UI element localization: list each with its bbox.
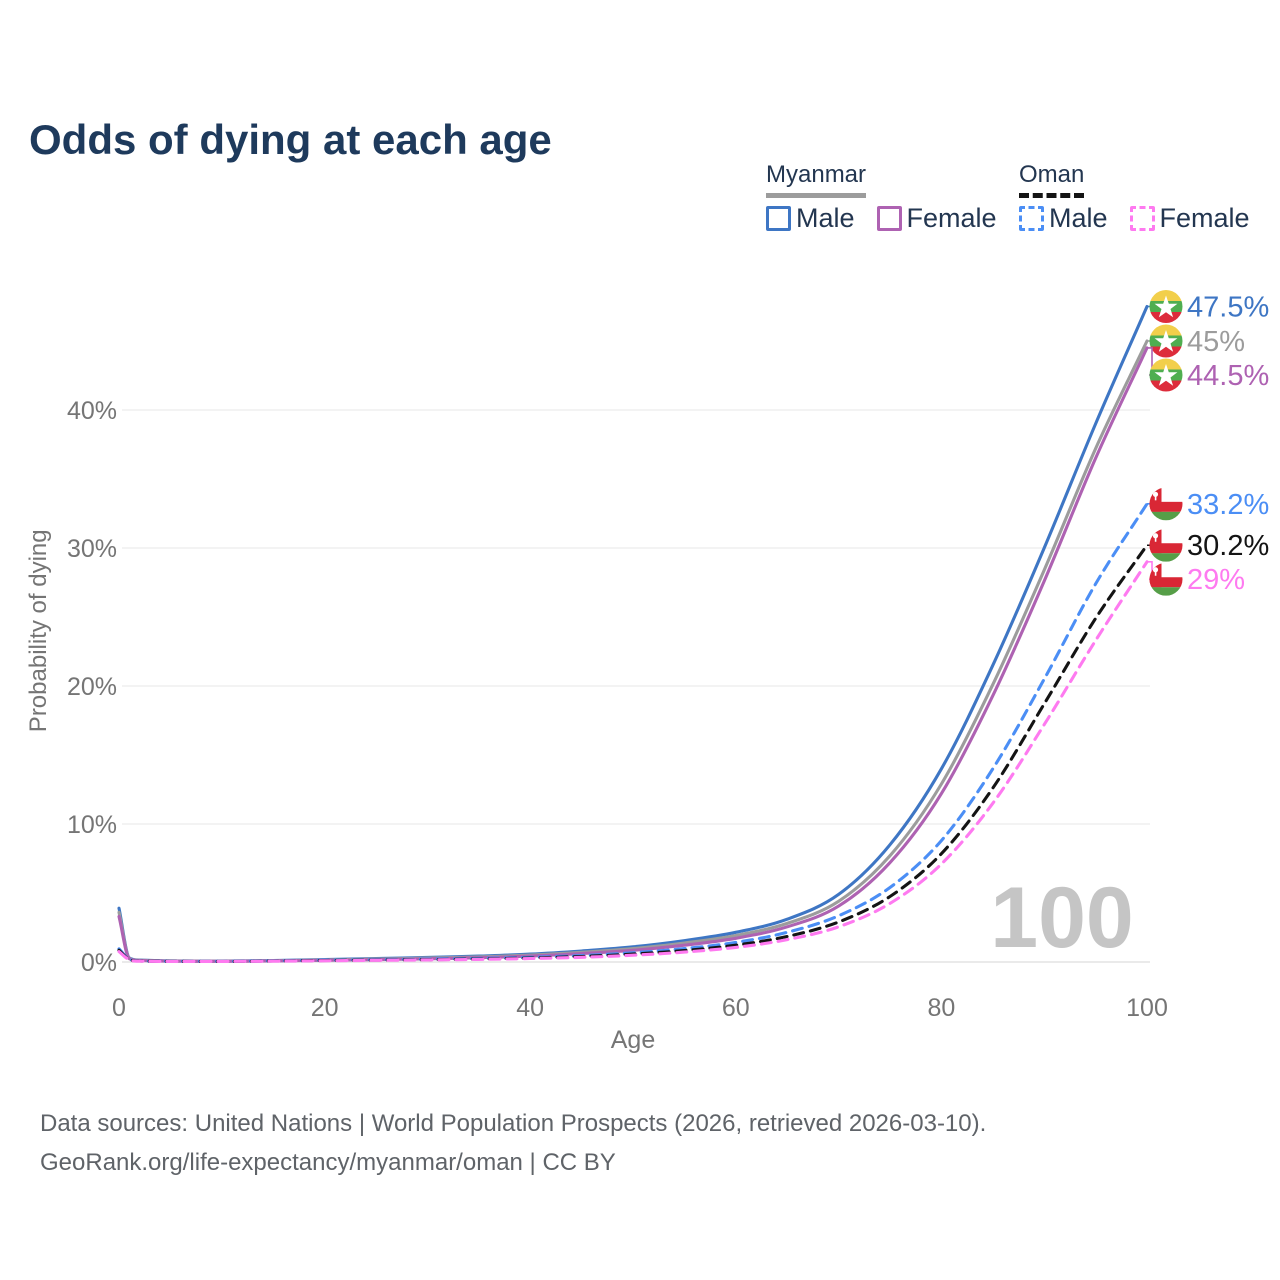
legend-item-label: Male	[796, 203, 855, 233]
series-line-oman-female[interactable]	[117, 560, 1149, 963]
legend-items-myanmar: Male Female	[766, 203, 1019, 234]
y-axis-title: Probability of dying	[25, 529, 52, 732]
end-label-value: 29%	[1187, 564, 1245, 596]
legend-items-oman: Male Female	[1019, 203, 1272, 234]
oman-male-swatch-icon	[1019, 206, 1044, 231]
legend-item-oman-female[interactable]: Female	[1129, 203, 1250, 234]
y-tick-label: 40%	[67, 397, 117, 425]
x-tick-label: 100	[1126, 994, 1168, 1022]
legend-item-label: Male	[1049, 203, 1108, 233]
end-label-oman-male[interactable]: 33.2%	[1149, 487, 1270, 521]
end-label-oman-female[interactable]: 29%	[1149, 562, 1246, 597]
legend-country-oman[interactable]: Oman	[1019, 163, 1085, 198]
legend-item-label: Female	[906, 203, 997, 233]
x-axis-title: Age	[611, 1026, 655, 1054]
x-tick-label: 60	[722, 994, 750, 1022]
x-tick-label: 40	[516, 994, 544, 1022]
oman-flag-icon	[1149, 487, 1183, 521]
myanmar-male-swatch-icon	[766, 206, 791, 231]
myanmar-flag-icon	[1149, 358, 1183, 392]
legend-group-myanmar: Myanmar Male Female	[766, 163, 1019, 234]
end-label-value: 45%	[1187, 326, 1245, 358]
age-watermark: 100	[990, 870, 1134, 966]
myanmar-female-swatch-icon	[876, 206, 902, 231]
series-line-myanmar-male[interactable]	[117, 304, 1149, 963]
y-tick-label: 10%	[67, 811, 117, 839]
end-label-oman[interactable]: 30.2%	[1149, 528, 1270, 563]
oman-flag-icon	[1149, 528, 1183, 562]
series-line-myanmar[interactable]	[117, 339, 1149, 963]
data-sources: Data sources: United Nations | World Pop…	[40, 1104, 986, 1182]
end-label-value: 44.5%	[1187, 360, 1269, 392]
legend-item-myanmar-female[interactable]: Female	[876, 203, 997, 234]
end-label-myanmar-female[interactable]: 44.5%	[1149, 358, 1270, 393]
end-label-value: 47.5%	[1187, 292, 1269, 324]
data-sources-line1: Data sources: United Nations | World Pop…	[40, 1110, 987, 1137]
end-label-value: 30.2%	[1187, 530, 1269, 562]
legend-item-label: Female	[1159, 203, 1250, 233]
legend-country-myanmar[interactable]: Myanmar	[766, 163, 867, 198]
myanmar-flag-icon	[1149, 324, 1183, 358]
x-tick-label: 0	[112, 994, 126, 1022]
y-tick-label: 30%	[67, 535, 117, 563]
page-title: Odds of dying at each age	[29, 116, 552, 164]
data-sources-line2[interactable]: GeoRank.org/life-expectancy/myanmar/oman…	[40, 1149, 616, 1176]
end-label-myanmar[interactable]: 45%	[1149, 324, 1246, 359]
end-label-myanmar-male[interactable]: 47.5%	[1149, 290, 1270, 324]
end-label-value: 33.2%	[1187, 489, 1269, 521]
legend-group-oman: Oman Male Female	[1019, 163, 1272, 234]
y-tick-label: 20%	[67, 673, 117, 701]
oman-female-swatch-icon	[1129, 206, 1155, 231]
x-tick-label: 80	[927, 994, 955, 1022]
oman-flag-icon	[1149, 562, 1183, 596]
y-tick-label: 0%	[81, 949, 117, 977]
x-tick-label: 20	[311, 994, 339, 1022]
myanmar-flag-icon	[1149, 290, 1183, 323]
legend-item-myanmar-male[interactable]: Male	[766, 203, 855, 234]
legend-item-oman-male[interactable]: Male	[1019, 203, 1108, 234]
